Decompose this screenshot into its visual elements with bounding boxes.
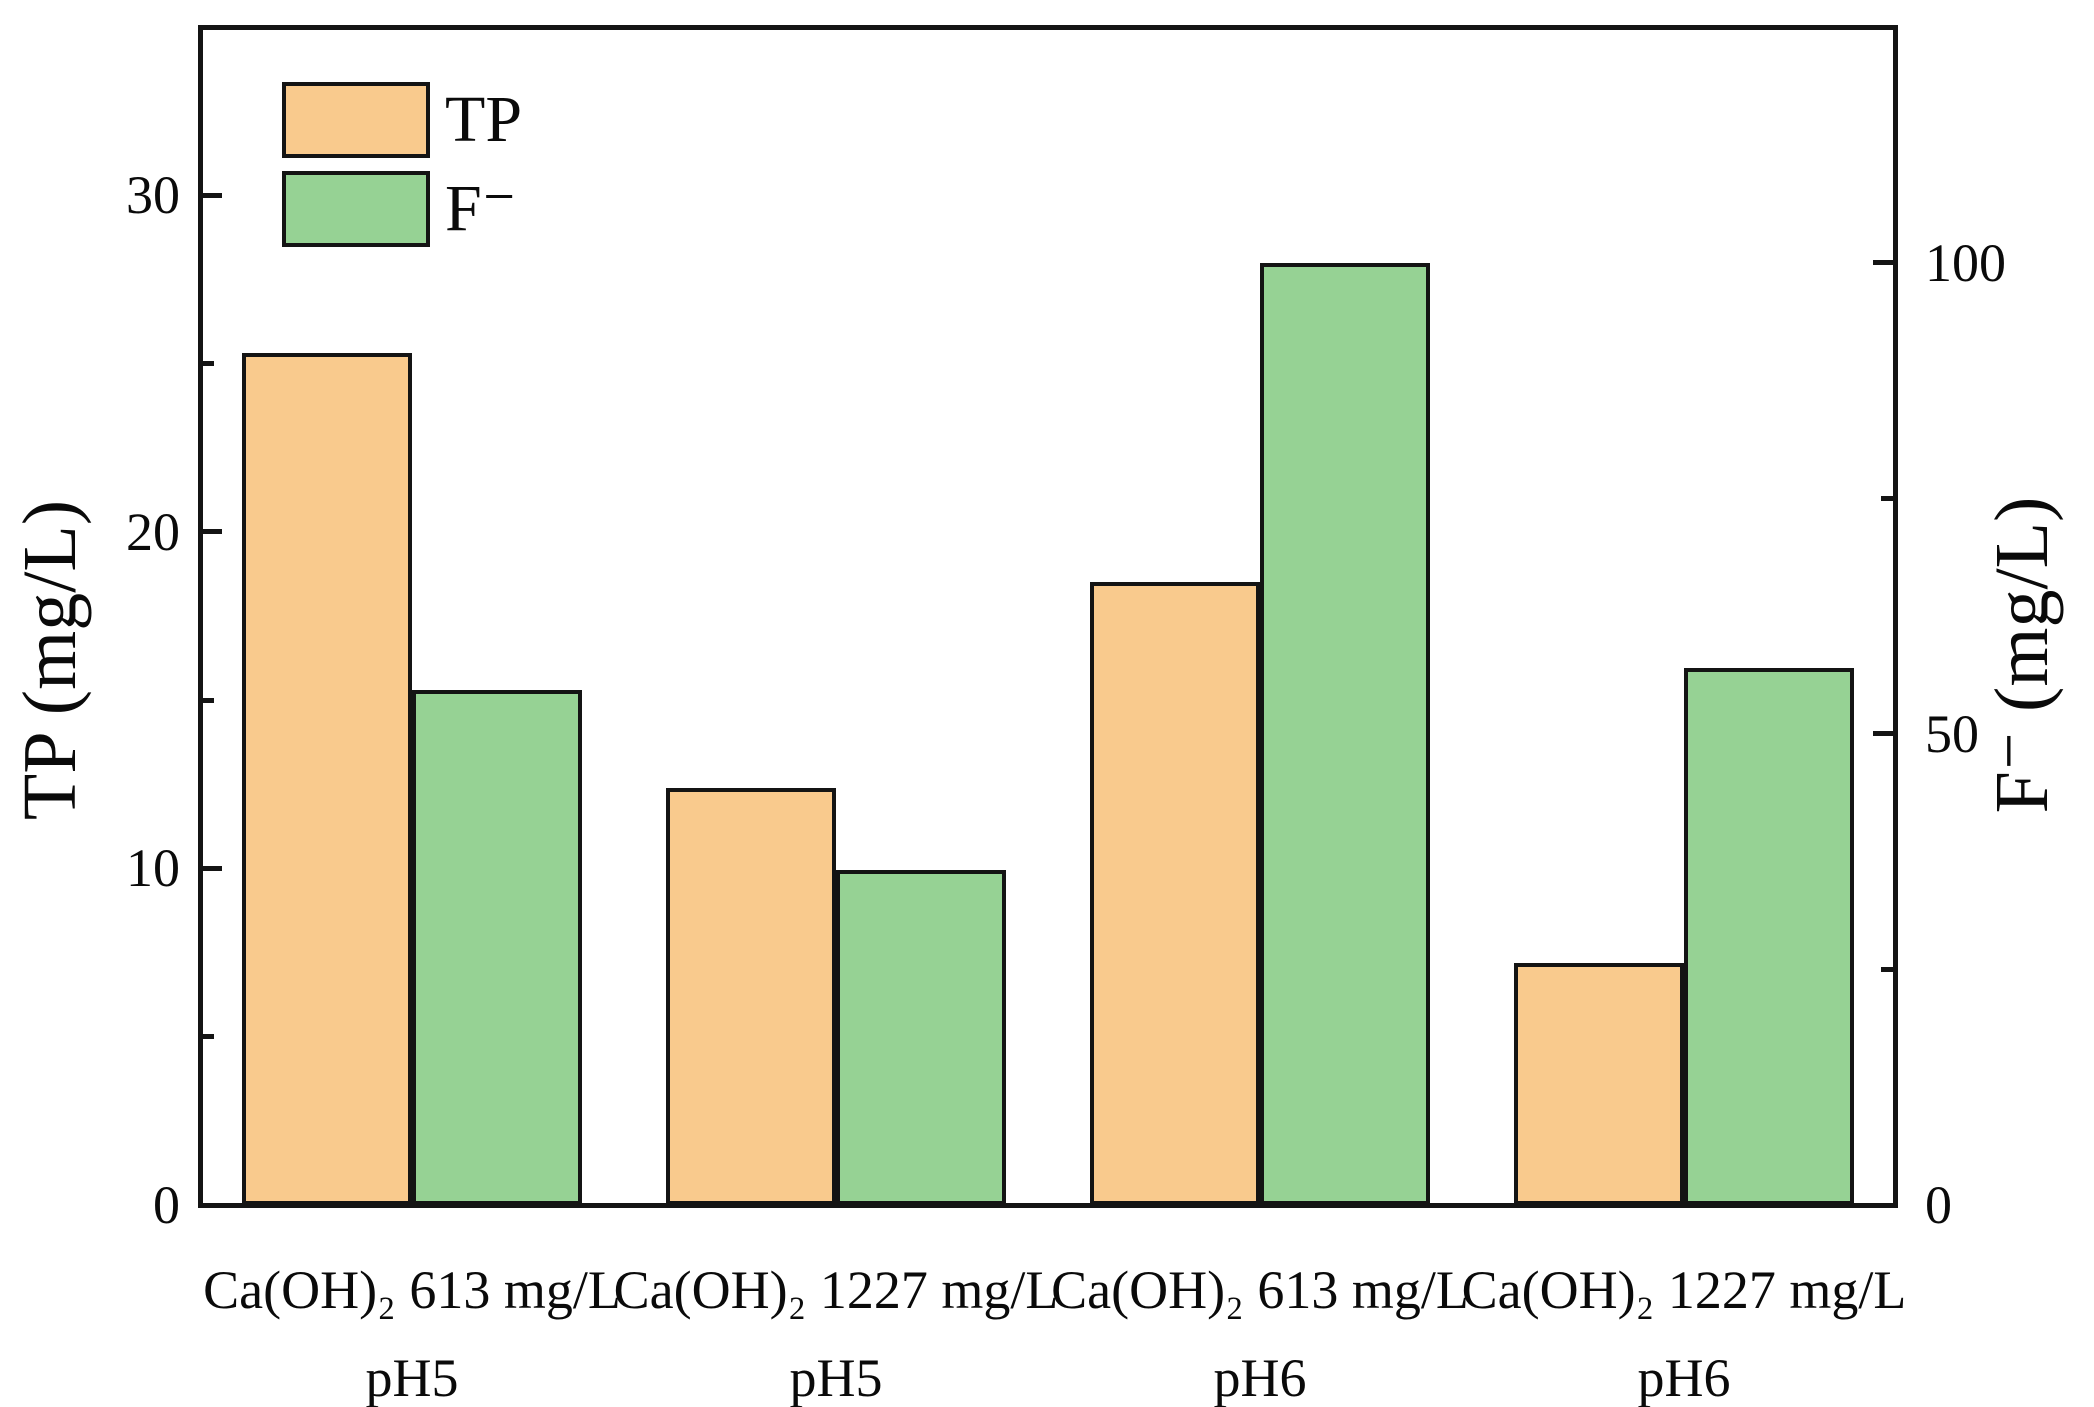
left-axis-major-tick-20 (202, 529, 222, 535)
left-axis-tick-label-20: 20 (126, 501, 180, 562)
right-axis-major-tick-100 (1873, 260, 1893, 266)
bar-f-group-1 (412, 690, 582, 1205)
bar-f-group-3 (1260, 262, 1430, 1205)
category-label-line1-4: Ca(OH)₂ 1227 mg/L (1461, 1260, 1907, 1320)
right-axis-minor-tick-75 (1881, 495, 1893, 501)
right-axis-tick-label-100: 100 (1925, 232, 2006, 293)
bar-tp-group-2 (666, 787, 836, 1205)
right-axis-tick-label-50: 50 (1925, 703, 1979, 764)
left-axis-major-tick-30 (202, 192, 222, 198)
left-axis-major-tick-10 (202, 865, 222, 871)
category-label-line2-1: pH5 (365, 1348, 459, 1407)
category-label-line1-3: Ca(OH)₂ 613 mg/L (1051, 1260, 1469, 1320)
legend-swatch-tp (282, 82, 430, 158)
bar-f-group-2 (836, 870, 1006, 1205)
bar-tp-group-4 (1514, 962, 1684, 1205)
left-axis-tick-label-10: 10 (126, 838, 180, 899)
bar-tp-group-3 (1090, 582, 1260, 1205)
left-axis-tick-label-30: 30 (126, 165, 180, 226)
category-label-line2-2: pH5 (789, 1348, 883, 1407)
legend-label-f: F⁻ (445, 172, 517, 245)
right-axis-tick-label-0: 0 (1925, 1175, 1952, 1235)
category-label-line2-4: pH6 (1637, 1348, 1731, 1407)
legend-swatch-f (282, 171, 430, 247)
plot-area (198, 25, 1898, 1208)
category-label-line1-2: Ca(OH)₂ 1227 mg/L (613, 1260, 1059, 1320)
right-axis-minor-tick-25 (1881, 966, 1893, 972)
right-axis-title: F⁻ (mg/L) (1980, 496, 2064, 814)
left-axis-minor-tick-25 (202, 361, 214, 367)
left-axis-tick-label-0: 0 (153, 1175, 180, 1235)
right-axis-major-tick-50 (1873, 731, 1893, 737)
legend-label-tp: TP (445, 83, 523, 156)
category-label-line2-3: pH6 (1213, 1348, 1307, 1407)
left-axis-minor-tick-15 (202, 697, 214, 703)
category-label-line1-1: Ca(OH)₂ 613 mg/L (203, 1260, 621, 1320)
bar-f-group-4 (1684, 667, 1854, 1205)
left-axis-minor-tick-5 (202, 1034, 214, 1040)
bar-tp-group-1 (242, 353, 412, 1205)
